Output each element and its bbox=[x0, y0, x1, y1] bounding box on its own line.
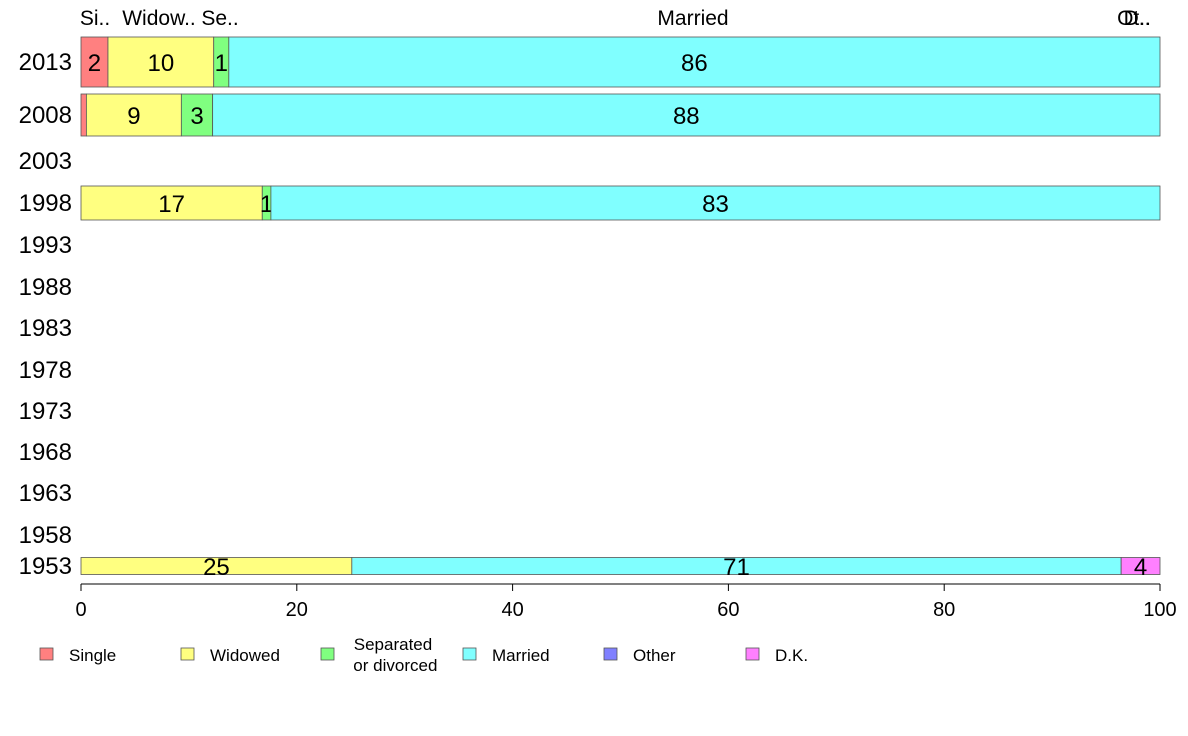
y-tick-label-2013: 2013 bbox=[19, 49, 72, 76]
top-segment-label-3: Married bbox=[657, 7, 728, 30]
data-label-1953-1: 25 bbox=[203, 554, 230, 581]
x-tick-label-100: 100 bbox=[1143, 599, 1176, 621]
data-label-2008-2: 3 bbox=[190, 103, 203, 130]
data-label-1953-5: 4 bbox=[1134, 554, 1147, 581]
legend-swatch-5 bbox=[745, 647, 760, 661]
y-tick-label-2003: 2003 bbox=[19, 148, 72, 175]
bar-segment-2008-1 bbox=[85, 93, 182, 137]
y-tick-label-2008: 2008 bbox=[19, 102, 72, 129]
legend-swatch-1 bbox=[180, 647, 195, 661]
legend-swatch-2 bbox=[320, 647, 335, 661]
y-tick-label-1988: 1988 bbox=[19, 274, 72, 301]
legend-label-5: D.K. bbox=[775, 646, 808, 665]
y-tick-label-1968: 1968 bbox=[19, 439, 72, 466]
x-tick-label-80: 80 bbox=[933, 599, 955, 621]
data-label-2013-1: 10 bbox=[147, 50, 174, 77]
top-segment-label-4: Ot.. bbox=[1117, 7, 1151, 30]
x-tick-label-60: 60 bbox=[717, 599, 739, 621]
y-tick-label-1963: 1963 bbox=[19, 480, 72, 507]
legend-label-4: Other bbox=[633, 646, 676, 665]
data-label-2013-3: 86 bbox=[681, 50, 708, 77]
legend-label-1: Widowed bbox=[210, 646, 280, 665]
bar-segment-1953-5 bbox=[1120, 557, 1161, 575]
data-label-1998-3: 83 bbox=[702, 191, 729, 218]
legend-label-2: Separated or divorced bbox=[349, 635, 438, 675]
data-label-1953-3: 71 bbox=[723, 554, 750, 581]
top-segment-label-0: Si.. bbox=[80, 7, 110, 30]
y-tick-label-1983: 1983 bbox=[19, 315, 72, 342]
data-label-1998-1: 17 bbox=[158, 191, 185, 218]
x-tick-label-0: 0 bbox=[75, 599, 86, 621]
legend-swatch-3 bbox=[462, 647, 477, 661]
data-label-2013-0: 2 bbox=[88, 50, 101, 77]
bar-segment-2008-0 bbox=[80, 93, 87, 137]
legend-swatch-4 bbox=[603, 647, 618, 661]
y-tick-label-1998: 1998 bbox=[19, 190, 72, 217]
top-segment-label-1: Widow.. bbox=[122, 7, 196, 30]
x-tick-label-20: 20 bbox=[286, 599, 308, 621]
bar-segment-2013-3 bbox=[228, 36, 1161, 88]
data-label-2013-2: 1 bbox=[215, 50, 228, 77]
legend-label-0: Single bbox=[69, 646, 116, 665]
data-label-2008-1: 9 bbox=[127, 103, 140, 130]
bar-segment-1998-1 bbox=[80, 185, 263, 221]
legend-label-3: Married bbox=[492, 646, 550, 665]
top-segment-label-5: D.. bbox=[1124, 7, 1151, 30]
bar-segment-1998-3 bbox=[270, 185, 1161, 221]
bar-segment-2013-0 bbox=[80, 36, 109, 88]
data-label-1998-2: 1 bbox=[260, 191, 273, 218]
y-tick-label-1958: 1958 bbox=[19, 522, 72, 549]
bar-segment-2008-3 bbox=[212, 93, 1161, 137]
data-label-2008-3: 88 bbox=[673, 103, 700, 130]
bar-segment-2008-2 bbox=[180, 93, 214, 137]
y-tick-label-1953: 1953 bbox=[19, 553, 72, 580]
y-tick-label-1978: 1978 bbox=[19, 357, 72, 384]
legend-swatch-0 bbox=[39, 647, 54, 661]
y-tick-label-1973: 1973 bbox=[19, 398, 72, 425]
x-tick-label-40: 40 bbox=[501, 599, 523, 621]
y-tick-label-1993: 1993 bbox=[19, 232, 72, 259]
bar-segment-2013-1 bbox=[107, 36, 215, 88]
top-segment-label-2: Se.. bbox=[201, 7, 238, 30]
